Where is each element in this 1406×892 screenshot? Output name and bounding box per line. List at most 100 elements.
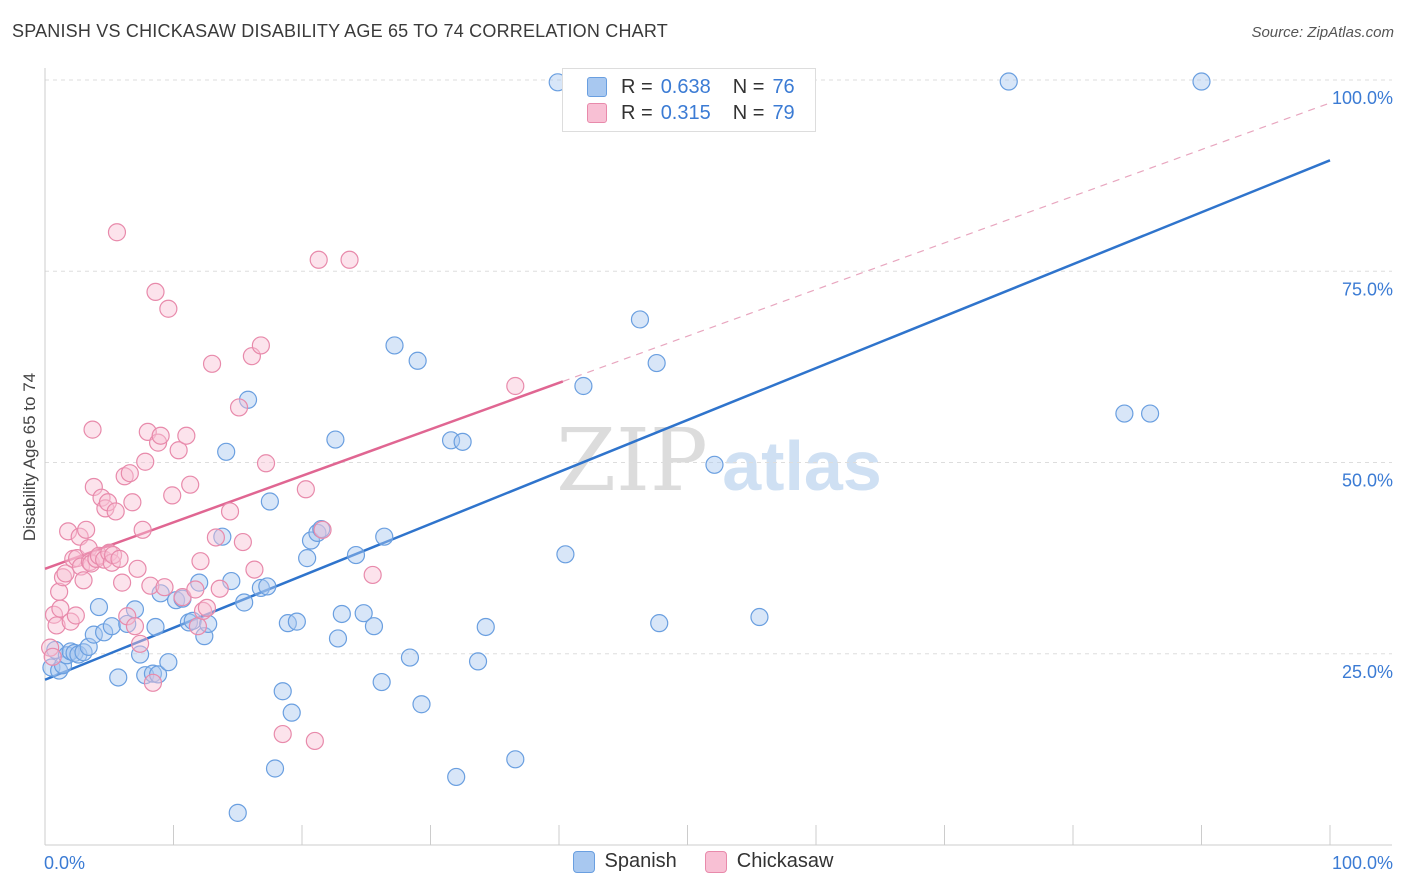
spanish-point-55 — [372, 672, 391, 692]
legend-label-chickasaw: Chickasaw — [736, 850, 834, 872]
y-tick-label-2: 75.0% — [1342, 279, 1393, 299]
chickasaw-point-66 — [229, 398, 249, 417]
correlation-stats-box: R = 0.638 N = 76 R = 0.315 N = 79 — [562, 68, 816, 132]
chickasaw-point-79 — [506, 376, 525, 396]
watermark-atlas: atlas — [722, 427, 882, 505]
chickasaw-point-20 — [83, 420, 102, 439]
chickasaw-point-51 — [159, 299, 178, 318]
r-label: R = — [621, 75, 653, 98]
chickasaw-point-56 — [181, 475, 200, 494]
spanish-point-73 — [705, 455, 724, 474]
chickasaw-point-63 — [202, 354, 222, 373]
spanish-point-48 — [312, 519, 331, 539]
chickasaw-point-36 — [118, 607, 137, 626]
spanish-point-17 — [130, 645, 150, 664]
spanish-point-45 — [298, 549, 317, 568]
spanish-point-63 — [453, 432, 472, 451]
chickasaw-point-34 — [112, 573, 132, 592]
spanish-point-32 — [217, 442, 236, 461]
spanish-point-54 — [364, 617, 384, 636]
chart-title: SPANISH VS CHICKASAW DISABILITY AGE 65 T… — [12, 21, 668, 41]
spanish-point-60 — [412, 695, 431, 714]
spanish-point-62 — [447, 767, 466, 787]
chickasaw-point-45 — [141, 576, 160, 595]
legend-swatch-chickasaw — [704, 850, 727, 873]
spanish-point-49 — [326, 430, 345, 449]
chickasaw-point-60 — [197, 598, 217, 617]
chickasaw-point-42 — [133, 520, 152, 539]
chickasaw-point-64 — [210, 579, 229, 598]
spanish-point-80 — [1192, 72, 1211, 91]
spanish-point-18 — [136, 666, 155, 685]
chickasaw-point-7 — [56, 564, 75, 583]
spanish-point-13 — [102, 617, 121, 636]
series-legend: Spanish Chickasaw — [0, 850, 1406, 873]
legend-label-spanish: Spanish — [604, 850, 677, 872]
watermark-zip: ZIP — [556, 411, 708, 511]
spanish-point-35 — [235, 593, 254, 612]
axes — [44, 68, 1392, 846]
chickasaw-trend-extension — [562, 102, 1331, 382]
spanish-point-37 — [251, 578, 270, 598]
spanish-point-40 — [265, 759, 285, 778]
chickasaw-trend-line — [44, 380, 564, 571]
chickasaw-point-24 — [92, 488, 111, 507]
chickasaw-point-50 — [155, 578, 174, 597]
chickasaw-point-31 — [106, 502, 125, 521]
stats-row-chickasaw: R = 0.315 N = 79 — [587, 100, 795, 126]
chickasaw-point-39 — [125, 617, 145, 636]
spanish-point-69 — [574, 376, 593, 396]
y-tick-label-0: 25.0% — [1342, 662, 1393, 682]
chickasaw-point-58 — [188, 617, 208, 636]
spanish-point-77 — [1115, 404, 1134, 423]
stats-row-spanish: R = 0.638 N = 76 — [587, 74, 795, 100]
zipatlas-watermark: ZIP atlas — [556, 411, 882, 511]
y-axis-label: Disability Age 65 to 74 — [20, 373, 39, 541]
chickasaw-point-5 — [51, 599, 70, 618]
chickasaw-point-32 — [107, 223, 127, 242]
spanish-point-66 — [506, 750, 525, 769]
spanish-point-68 — [556, 545, 575, 564]
chickasaw-point-14 — [71, 557, 91, 576]
trend-lines — [44, 102, 1331, 681]
n-label: N = — [732, 101, 765, 124]
chickasaw-point-11 — [66, 606, 85, 625]
spanish-point-76 — [750, 607, 769, 627]
chickasaw-point-78 — [363, 565, 382, 585]
spanish-point-79 — [999, 72, 1018, 91]
spanish-point-70 — [630, 310, 650, 329]
spanish-point-11 — [89, 597, 109, 617]
n-value: 76 — [772, 75, 795, 98]
spanish-point-71 — [647, 353, 666, 373]
chickasaw-point-40 — [128, 559, 147, 578]
chickasaw-point-65 — [220, 502, 240, 521]
chickasaw-point-37 — [120, 464, 139, 483]
spanish-point-78 — [1140, 404, 1160, 423]
spanish-point-65 — [476, 617, 495, 637]
spanish-point-42 — [278, 614, 297, 633]
chickasaw-point-61 — [191, 552, 210, 571]
chickasaw-point-47 — [146, 282, 165, 302]
n-label: N = — [732, 75, 765, 98]
chickasaw-point-27 — [98, 493, 118, 512]
spanish-point-52 — [346, 545, 366, 565]
chickasaw-point-75 — [309, 250, 328, 269]
spanish-swatch — [587, 77, 607, 97]
spanish-point-56 — [375, 527, 394, 546]
spanish-point-57 — [385, 336, 404, 355]
spanish-point-44 — [287, 612, 306, 631]
chickasaw-point-43 — [136, 452, 155, 471]
chickasaw-point-38 — [123, 493, 142, 512]
spanish-point-53 — [354, 604, 373, 623]
chickasaw-point-72 — [273, 724, 292, 744]
chickasaw-point-73 — [296, 480, 315, 499]
chickasaw-point-57 — [186, 580, 205, 599]
chickasaw-point-55 — [177, 426, 196, 445]
chickasaw-point-76 — [313, 520, 332, 539]
spanish-point-20 — [146, 617, 165, 637]
spanish-trend-line — [44, 159, 1331, 681]
chickasaw-point-67 — [233, 532, 252, 552]
chickasaw-point-41 — [130, 634, 150, 653]
spanish-point-38 — [258, 577, 277, 596]
